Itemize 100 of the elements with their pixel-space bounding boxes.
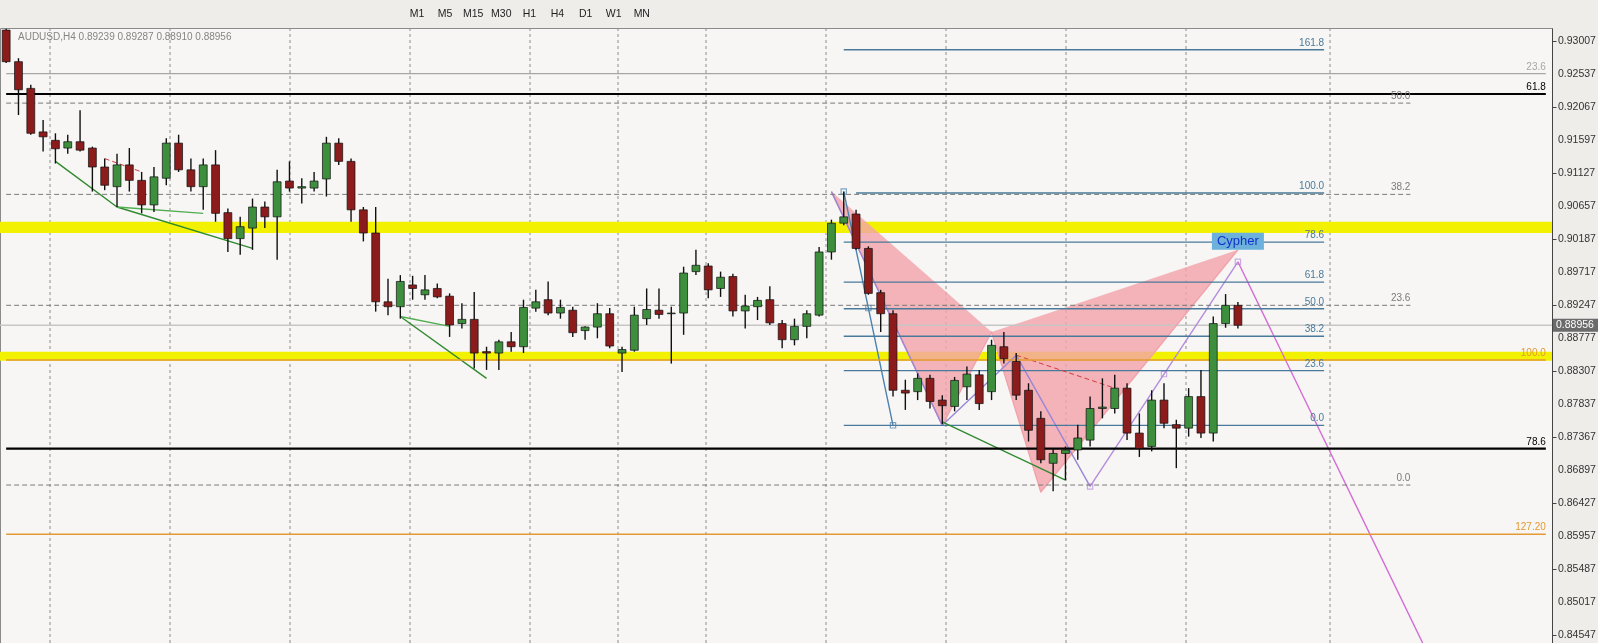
candlestick — [297, 177, 307, 205]
y-tick-label: 0.92537 — [1558, 66, 1597, 79]
y-tick-label: 0.86427 — [1558, 495, 1597, 508]
text: H4 — [550, 7, 565, 19]
text: D1 — [578, 7, 593, 19]
text: M5 — [437, 7, 453, 19]
candlestick — [482, 346, 491, 371]
series-label: 50.0 — [1304, 295, 1325, 307]
candlestick — [962, 365, 972, 401]
point — [840, 188, 847, 195]
y-tick-label: 0.92067 — [1558, 99, 1597, 112]
y-tick-label: 0.89717 — [1558, 264, 1597, 277]
candlestick — [112, 152, 122, 208]
series-label: 23.6 — [1304, 357, 1325, 369]
candlestick — [359, 206, 368, 243]
candlestick — [1048, 447, 1058, 493]
series-label: 61.8 — [1304, 269, 1325, 281]
series-label: 78.6 — [1526, 435, 1547, 447]
text: W1 — [605, 7, 622, 19]
y-tick-label: 0.89247 — [1558, 297, 1597, 310]
y-tick-label: 0.90187 — [1558, 231, 1597, 244]
candlestick — [580, 325, 590, 341]
y-tick-label: 0.86897 — [1558, 462, 1597, 475]
y-tick-label: 0.87367 — [1558, 429, 1597, 442]
y-tick-label: 0.88307 — [1558, 363, 1597, 376]
candlestick — [260, 200, 270, 229]
text: H1 — [522, 7, 537, 19]
series-label: 100.0 — [1299, 179, 1325, 191]
candlestick — [38, 119, 48, 153]
candlestick — [913, 372, 922, 401]
candlestick — [876, 289, 885, 333]
candlestick — [790, 317, 799, 347]
candlestick — [457, 302, 467, 330]
candlestick — [494, 339, 504, 371]
candlestick — [642, 287, 651, 326]
candlestick — [901, 379, 910, 411]
y-tick-label: 0.87837 — [1558, 396, 1597, 409]
text: M15 — [462, 7, 484, 19]
candlestick — [777, 319, 787, 349]
text: M1 — [409, 7, 425, 19]
candlestick — [593, 302, 602, 340]
candlestick — [1098, 377, 1107, 420]
point — [1160, 370, 1168, 378]
candlestick — [383, 277, 393, 316]
candlestick — [617, 346, 627, 373]
y-tick-label: 0.85017 — [1558, 594, 1597, 607]
candlestick — [285, 160, 294, 193]
candlestick — [703, 262, 713, 299]
candlestick — [667, 306, 676, 365]
y-tick-label: 0.85487 — [1558, 561, 1597, 574]
y-tick-label: 0.85957 — [1558, 528, 1597, 541]
candlestick — [1233, 301, 1243, 330]
y-tick-label: 0.91597 — [1558, 132, 1597, 145]
candlestick — [716, 270, 725, 298]
series-label: 23.6 — [1390, 292, 1411, 304]
candlestick — [765, 285, 775, 326]
series-label: 0.0 — [1396, 472, 1411, 484]
series-label: 38.2 — [1304, 323, 1325, 335]
candlestick — [1110, 374, 1120, 415]
candlestick — [925, 374, 935, 410]
y-tick-label: 0.91127 — [1558, 165, 1596, 178]
candlestick — [802, 309, 812, 340]
point — [1086, 483, 1094, 490]
candlestick — [1221, 293, 1230, 329]
chart-title: AUDUSD,H4 0.89239 0.89287 0.88910 0.88956 — [18, 31, 232, 42]
series-label: 161.8 — [1299, 36, 1325, 48]
candlestick — [937, 394, 947, 425]
candlestick — [1159, 382, 1169, 429]
candlestick — [88, 145, 97, 193]
candlestick — [506, 331, 516, 353]
candlestick — [999, 331, 1009, 365]
candlestick — [235, 216, 245, 256]
candlestick — [125, 147, 134, 193]
candlestick — [63, 134, 73, 155]
candlestick — [1172, 419, 1181, 469]
candlestick — [753, 296, 762, 321]
candlestick — [75, 109, 85, 153]
candlestick — [543, 280, 553, 316]
candlestick — [654, 287, 664, 320]
candlestick — [1135, 412, 1144, 458]
text: MN — [633, 7, 650, 19]
candlestick — [334, 137, 344, 166]
candlestick — [568, 306, 578, 338]
candlestick — [1073, 423, 1083, 461]
candlestick — [198, 157, 208, 211]
candlestick — [100, 157, 109, 191]
series-label: Cypher — [1216, 233, 1260, 249]
candlestick — [51, 132, 60, 165]
y-tick-label: 0.93007 — [1558, 33, 1597, 46]
candlestick — [556, 299, 565, 320]
point — [889, 422, 897, 429]
point — [865, 304, 872, 312]
ref-line-label: 0.88956 — [1556, 318, 1595, 331]
candlestick — [309, 171, 319, 193]
candlestick — [740, 294, 750, 330]
candlestick — [691, 249, 701, 276]
candlestick — [186, 157, 196, 193]
candlestick — [248, 197, 257, 251]
candlestick — [531, 289, 541, 313]
series-label: 127.20 — [1515, 521, 1547, 533]
